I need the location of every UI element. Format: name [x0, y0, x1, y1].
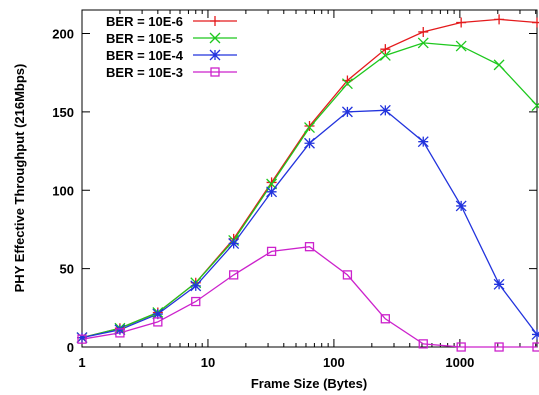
data-point: [115, 328, 125, 338]
data-point: [210, 67, 220, 77]
data-point: [493, 278, 505, 290]
x-tick-label: 1000: [445, 355, 474, 370]
data-point: [114, 324, 126, 336]
data-point: [229, 270, 239, 280]
data-point: [228, 238, 240, 250]
data-point: [417, 136, 429, 148]
data-point: [379, 104, 391, 116]
data-point: [190, 280, 202, 292]
data-point: [380, 314, 390, 324]
data-point: [494, 14, 505, 25]
data-point: [456, 342, 466, 352]
legend: BER = 10E-6 BER = 10E-5 BER = 10E-4 BER = 1…: [106, 14, 237, 80]
data-point: [304, 242, 315, 252]
data-point: [210, 16, 220, 26]
data-point: [266, 186, 278, 198]
data-point: [266, 246, 277, 257]
data-point: [531, 329, 539, 340]
data-point: [266, 177, 277, 188]
data-point: [494, 342, 504, 352]
series-line-2: [81, 42, 538, 339]
data-point: [456, 17, 467, 28]
data-point: [379, 49, 391, 61]
legend-label: BER = 10E-4: [106, 48, 184, 63]
y-tick-label: 100: [52, 183, 74, 198]
data-point: [77, 334, 87, 344]
y-tick-label: 50: [60, 262, 74, 277]
data-point: [341, 106, 353, 118]
y-tick-label: 0: [67, 340, 74, 355]
x-axis-title: Frame Size (Bytes): [251, 376, 367, 391]
data-point: [304, 120, 315, 131]
data-point: [532, 17, 539, 28]
data-point: [153, 317, 163, 327]
data-point: [191, 296, 201, 307]
x-tick-label: 10: [201, 355, 215, 370]
data-point: [209, 49, 221, 61]
data-point: [209, 32, 221, 44]
legend-label: BER = 10E-3: [106, 65, 183, 80]
data-point: [455, 40, 467, 52]
y-axis-title: PHY Effective Throughput (216Mbps): [12, 64, 27, 293]
data-point: [532, 342, 539, 352]
data-point: [304, 137, 315, 149]
data-point: [152, 308, 164, 320]
data-point: [418, 26, 429, 37]
x-tick-label: 100: [323, 355, 345, 370]
x-tick-label: 1: [78, 355, 85, 370]
axis-ticks: 0 50 100 150 200 1 10 100 1000: [52, 10, 537, 370]
series-markers: [76, 14, 539, 352]
data-point: [341, 78, 353, 90]
data-point: [417, 37, 429, 49]
y-tick-label: 200: [52, 27, 74, 42]
data-point: [304, 122, 315, 134]
data-point: [455, 200, 467, 212]
legend-label: BER = 10E-5: [106, 31, 183, 46]
series-line-4: [81, 246, 537, 348]
plot-frame: [81, 9, 538, 348]
data-point: [493, 59, 505, 71]
data-point: [418, 339, 428, 349]
data-point: [76, 332, 88, 344]
y-tick-label: 150: [52, 105, 74, 120]
data-point: [531, 100, 539, 112]
data-point: [342, 270, 353, 280]
data-point: [380, 44, 391, 55]
data-point: [266, 178, 278, 190]
legend-label: BER = 10E-6: [106, 14, 183, 29]
